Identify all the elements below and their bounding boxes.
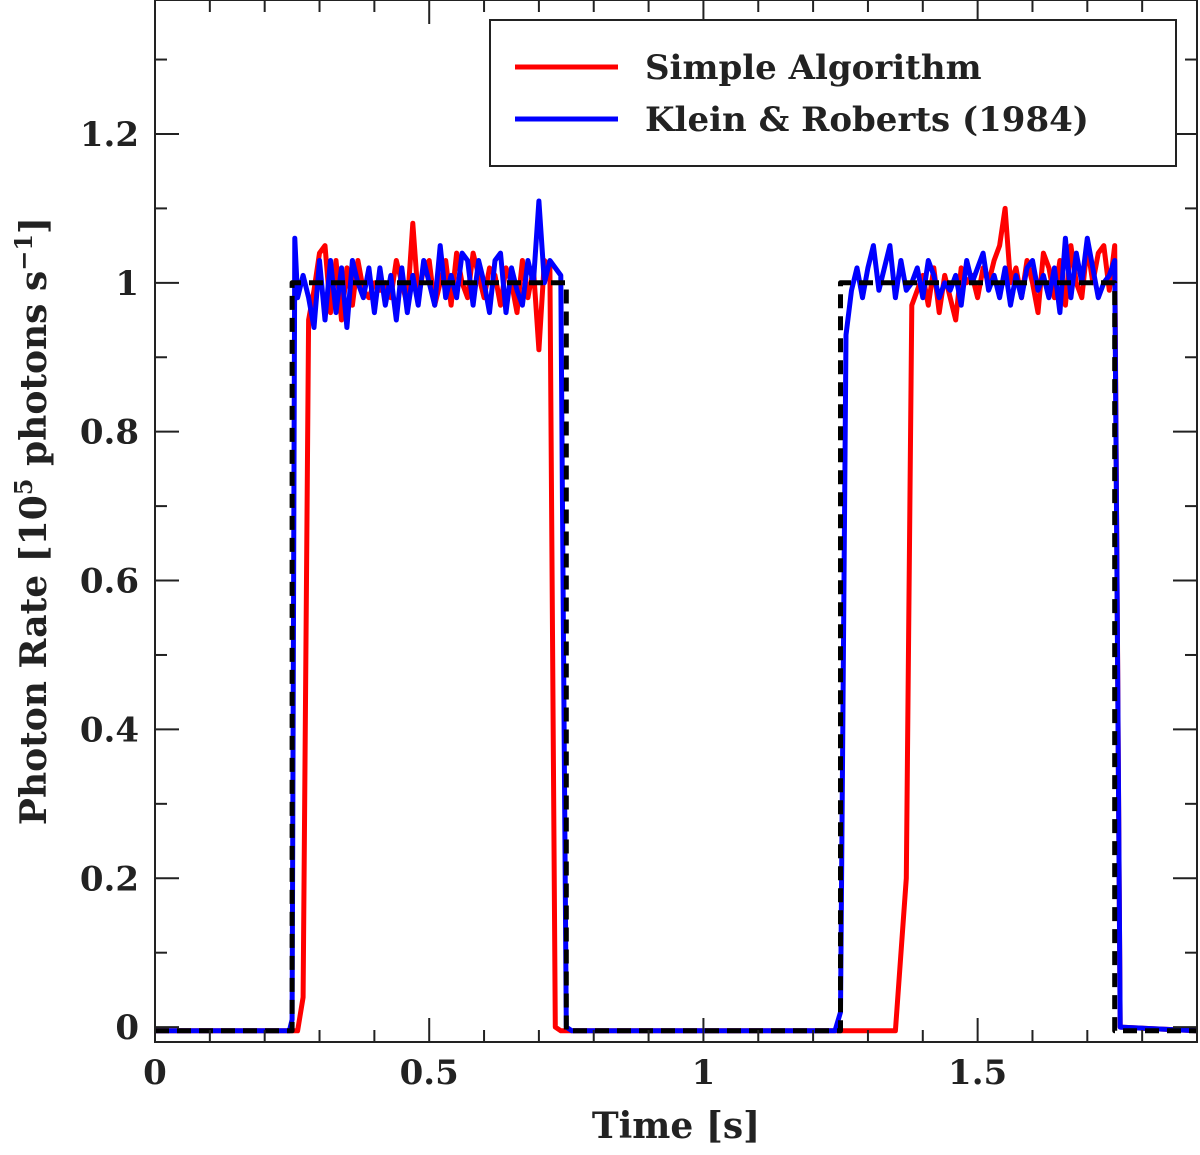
series-line-klein-roberts-1984 — [155, 198, 1198, 1034]
legend-box — [489, 19, 1177, 167]
y-axis-ticks: 0 0.2 0.4 0.6 0.8 1 1.2 — [80, 58, 1197, 1048]
y-tick-label: 0.4 — [80, 710, 139, 750]
y-axis-title-prefix: Photon Rate [10 — [13, 495, 55, 825]
legend-label-klein-roberts: Klein & Roberts (1984) — [645, 100, 1089, 140]
y-axis-title-exponent-2: −1 — [9, 234, 38, 271]
x-tick-label: 1 — [692, 1053, 716, 1093]
y-tick-label: 0.8 — [80, 413, 139, 453]
series-line-true-rate — [155, 280, 1197, 1034]
x-tick-label: 1.5 — [948, 1053, 1007, 1093]
y-axis-title-mid: photons s — [13, 271, 55, 479]
legend-label-simple-algorithm: Simple Algorithm — [645, 48, 982, 88]
y-tick-label: 1 — [115, 264, 139, 304]
y-tick-label: 1.2 — [80, 115, 139, 155]
y-axis-title-exponent: 5 — [9, 479, 38, 496]
y-tick-label: 0 — [115, 1008, 139, 1048]
plot-lines — [155, 198, 1198, 1034]
x-axis-title: Time [s] — [592, 1105, 760, 1147]
x-tick-label: 0.5 — [400, 1053, 459, 1093]
plot-frame — [154, 0, 1198, 1043]
y-axis-title-suffix: ] — [13, 217, 55, 234]
legend: Simple Algorithm Klein & Roberts (1984) — [489, 19, 1177, 167]
y-tick-label: 0.2 — [80, 859, 139, 899]
series-line-simple-algorithm — [155, 205, 1198, 1034]
x-tick-label: 0 — [143, 1053, 167, 1093]
y-axis-title: Photon Rate [105 photons s−1] — [9, 217, 55, 825]
x-axis-ticks: 0 0.5 1 1.5 — [143, 0, 1144, 1093]
y-tick-label: 0.6 — [80, 562, 139, 602]
